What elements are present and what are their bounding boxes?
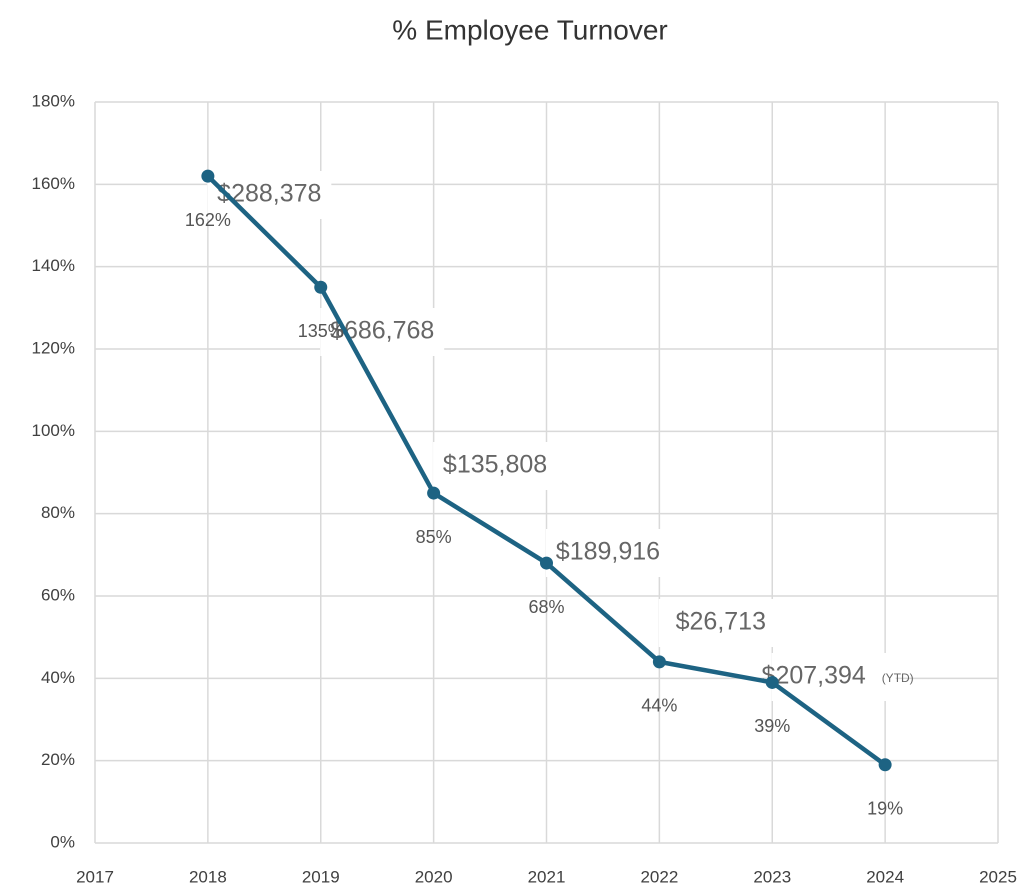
y-tick-label: 60% [41,585,75,604]
data-label: 135% [298,321,344,341]
x-tick-label: 2022 [640,867,678,886]
data-label: 68% [528,597,564,617]
data-label: 44% [641,696,677,716]
x-tick-label: 2025 [979,867,1017,886]
y-tick-label: 120% [32,338,75,357]
data-label: 162% [185,210,231,230]
x-tick-label: 2018 [189,867,227,886]
point [427,486,441,500]
x-tick-label: 2017 [76,867,114,886]
y-tick-label: 0% [50,832,75,851]
annotation-note: (YTD) [882,671,914,685]
data-label: 19% [867,799,903,819]
x-tick-label: 2021 [528,867,566,886]
y-tick-label: 20% [41,750,75,769]
annotation-box [433,442,558,490]
y-tick-label: 40% [41,668,75,687]
point [314,280,328,294]
y-tick-label: 140% [32,256,75,275]
y-tick-label: 100% [32,421,75,440]
chart-title: % Employee Turnover [392,14,667,45]
x-tick-label: 2024 [866,867,904,886]
point [652,655,666,669]
point [765,675,779,689]
annotation-box [771,653,896,701]
annotation-box [658,599,783,647]
annotation-box [320,308,445,356]
data-label: 85% [416,527,452,547]
annotation: $189,916 [556,538,660,566]
point [878,758,892,772]
y-tick-label: 180% [32,91,75,110]
x-tick-label: 2019 [302,867,340,886]
annotation-box [545,529,670,577]
x-tick-label: 2023 [753,867,791,886]
annotation: $135,808 [443,451,547,479]
point [540,556,553,570]
annotation: $26,713 [676,608,766,636]
data-label: 39% [754,716,790,736]
x-tick-label: 2020 [415,867,453,886]
point [201,169,215,183]
y-tick-label: 80% [41,503,75,522]
y-tick-label: 160% [32,174,75,193]
